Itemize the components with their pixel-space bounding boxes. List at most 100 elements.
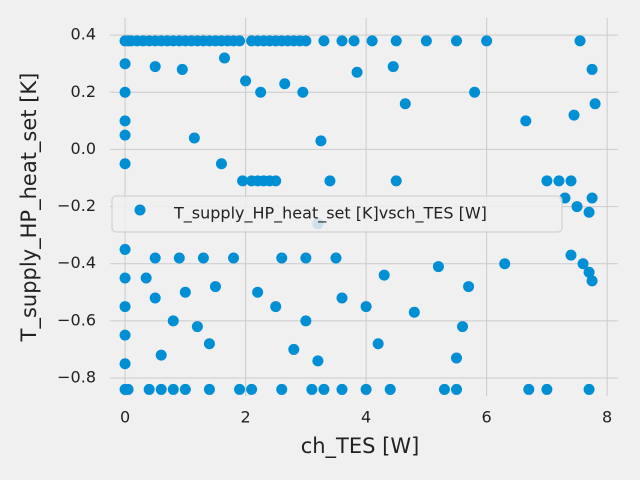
x-tick-label: 6 — [482, 408, 492, 427]
scatter-point — [252, 286, 264, 298]
scatter-point — [523, 383, 535, 395]
y-axis-label: T_supply_HP_heat_set [K] — [17, 73, 42, 343]
scatter-point — [119, 158, 131, 170]
scatter-point — [119, 115, 131, 127]
scatter-point — [143, 383, 155, 395]
scatter-point — [228, 252, 240, 264]
x-tick-label: 0 — [120, 408, 130, 427]
scatter-point — [432, 261, 444, 273]
scatter-point — [176, 63, 188, 75]
legend-label: T_supply_HP_heat_set [K]vsch_TES [W] — [173, 204, 487, 224]
scatter-point — [372, 338, 384, 350]
scatter-point — [197, 252, 209, 264]
scatter-point — [270, 175, 282, 187]
scatter-point — [237, 175, 249, 187]
scatter-point — [149, 61, 161, 73]
scatter-point — [586, 63, 598, 75]
scatter-point — [119, 243, 131, 255]
y-tick-label: −0.2 — [57, 196, 96, 215]
scatter-point — [188, 132, 200, 144]
scatter-point — [457, 321, 469, 333]
scatter-point — [300, 315, 312, 327]
scatter-point — [583, 206, 595, 218]
scatter-point — [378, 269, 390, 281]
scatter-point — [119, 58, 131, 70]
scatter-point — [568, 109, 580, 121]
scatter-point — [312, 355, 324, 367]
scatter-point — [318, 35, 330, 47]
scatter-point — [583, 383, 595, 395]
scatter-point — [276, 252, 288, 264]
scatter-point — [351, 66, 363, 78]
scatter-point — [384, 383, 396, 395]
scatter-point — [179, 286, 191, 298]
scatter-point — [255, 86, 267, 98]
scatter-point — [553, 175, 565, 187]
scatter-point — [306, 383, 318, 395]
scatter-point — [234, 383, 246, 395]
scatter-point — [140, 272, 152, 284]
scatter-point — [336, 35, 348, 47]
scatter-point — [270, 301, 282, 313]
legend-marker — [134, 204, 146, 216]
scatter-point — [240, 75, 252, 87]
scatter-point — [297, 86, 309, 98]
scatter-point — [390, 35, 402, 47]
scatter-point — [366, 35, 378, 47]
scatter-point — [571, 201, 583, 213]
scatter-point — [209, 281, 221, 293]
scatter-point — [191, 321, 203, 333]
x-axis-label: ch_TES [W] — [301, 434, 420, 459]
scatter-point — [589, 98, 601, 110]
scatter-point — [420, 35, 432, 47]
y-tick-label: −0.6 — [57, 310, 96, 329]
y-tick-label: −0.4 — [57, 253, 96, 272]
scatter-point — [288, 343, 300, 355]
scatter-point — [122, 383, 134, 395]
scatter-point — [438, 383, 450, 395]
scatter-point — [586, 275, 598, 287]
scatter-point — [203, 338, 215, 350]
scatter-point — [463, 281, 475, 293]
scatter-point — [360, 301, 372, 313]
scatter-point — [119, 86, 131, 98]
scatter-point — [234, 35, 246, 47]
scatter-point — [565, 249, 577, 261]
scatter-point — [330, 252, 342, 264]
legend-box — [111, 195, 563, 233]
x-tick-label: 4 — [361, 408, 371, 427]
scatter-point — [155, 383, 167, 395]
scatter-point — [399, 98, 411, 110]
scatter-point — [586, 192, 598, 204]
scatter-point — [246, 383, 258, 395]
scatter-point — [348, 35, 360, 47]
scatter-point — [451, 383, 463, 395]
scatter-point — [155, 349, 167, 361]
scatter-point — [451, 352, 463, 364]
scatter-point — [577, 258, 589, 270]
scatter-point — [173, 252, 185, 264]
scatter-point — [390, 175, 402, 187]
scatter-point — [541, 175, 553, 187]
scatter-point — [179, 383, 191, 395]
scatter-point — [119, 129, 131, 141]
scatter-point — [300, 35, 312, 47]
scatter-point — [215, 158, 227, 170]
scatter-point — [119, 329, 131, 341]
scatter-point — [499, 258, 511, 270]
scatter-point — [408, 306, 420, 318]
x-tick-label: 2 — [240, 408, 250, 427]
scatter-point — [481, 35, 493, 47]
y-tick-label: 0.0 — [71, 139, 96, 158]
scatter-point — [279, 78, 291, 90]
scatter-point — [203, 383, 215, 395]
scatter-point — [119, 358, 131, 370]
scatter-point — [451, 35, 463, 47]
scatter-point — [583, 266, 595, 278]
scatter-point — [574, 35, 586, 47]
scatter-point — [324, 175, 336, 187]
scatter-point — [276, 383, 288, 395]
